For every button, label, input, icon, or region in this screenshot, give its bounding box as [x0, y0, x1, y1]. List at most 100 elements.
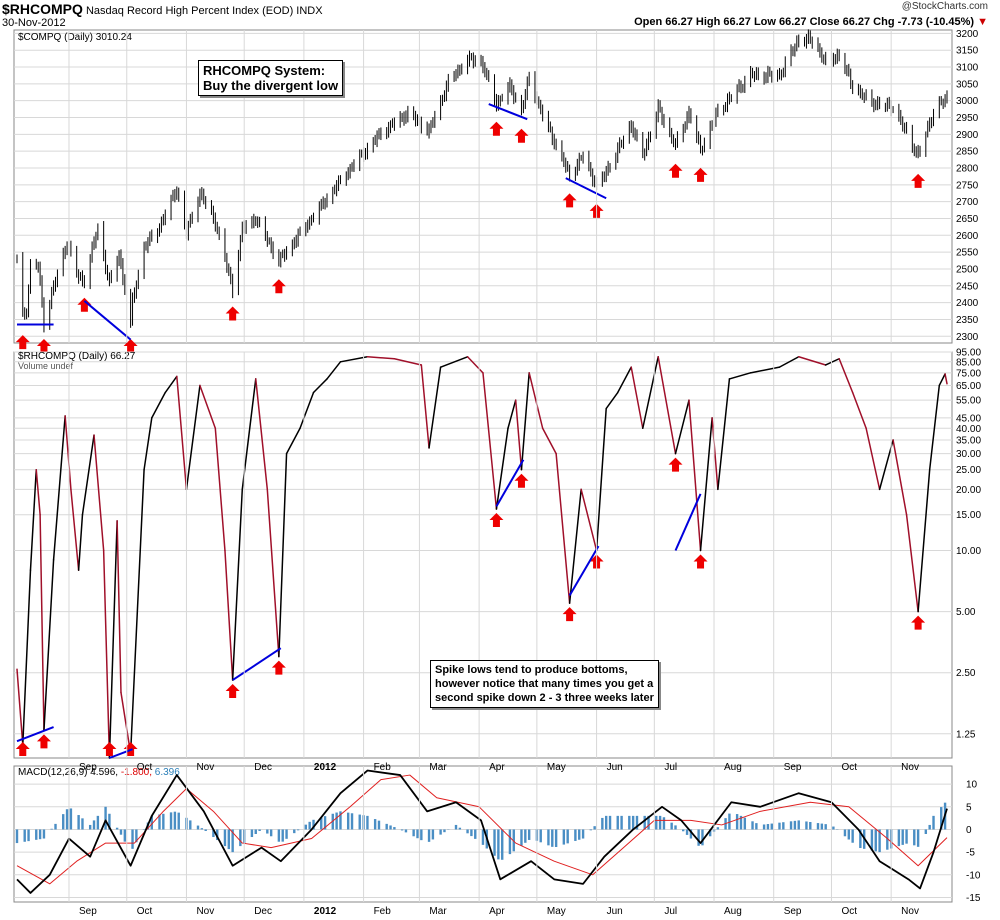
macd-histogram-bar	[216, 829, 219, 841]
y-tick-label: 20.00	[956, 485, 981, 496]
x-tick-label: Apr	[489, 762, 505, 773]
x-tick-label: Nov	[901, 762, 919, 773]
indicator-line-segment	[151, 391, 167, 419]
y-tick-label: 0	[966, 825, 972, 836]
indicator-line-segment	[541, 427, 557, 455]
macd-histogram-bar	[108, 813, 111, 830]
x-tick-label: Sep	[784, 906, 802, 917]
price-series-label: $COMPQ (Daily) 3010.24	[18, 32, 132, 43]
spike-note-line1: Spike lows tend to produce bottoms,	[435, 664, 628, 676]
exchange: INDX	[296, 5, 323, 17]
macd-histogram-bar	[323, 816, 327, 830]
x-tick-label: Oct	[841, 906, 857, 917]
x-tick-label: Nov	[901, 906, 919, 917]
macd-histogram-bar	[173, 811, 177, 830]
x-tick-label: Dec	[254, 906, 272, 917]
indicator-line-segment	[520, 372, 530, 471]
x-tick-label: Oct	[841, 762, 857, 773]
y-tick-label: 2900	[956, 130, 979, 141]
macd-histogram-bar	[254, 829, 257, 834]
macd-histogram-bar	[809, 822, 812, 830]
macd-label-part: 4.596,	[90, 767, 121, 778]
macd-histogram-bar	[427, 829, 431, 842]
spike-note: Spike lows tend to produce bottoms, howe…	[430, 660, 659, 708]
macd-histogram-bar	[581, 829, 585, 839]
indicator-line-segment	[231, 488, 244, 681]
y-tick-label: 55.00	[956, 396, 981, 407]
y-tick-label: 40.00	[956, 424, 981, 435]
macd-histogram-bar	[901, 829, 904, 845]
macd-histogram-bar	[689, 829, 693, 839]
indicator-line-segment	[428, 366, 442, 449]
indicator-line-segment	[326, 361, 342, 380]
y-tick-label: 25.00	[956, 465, 981, 476]
macd-histogram-bar	[847, 829, 851, 840]
macd-histogram-bar	[389, 825, 392, 830]
indicator-line-segment	[778, 356, 800, 368]
macd-histogram-bar	[697, 829, 700, 846]
indicator-line-segment	[29, 468, 38, 571]
indicator-line-segment	[568, 488, 582, 604]
macd-histogram-bar	[162, 813, 165, 830]
y-tick-label: 2950	[956, 113, 979, 124]
macd-histogram-bar	[647, 815, 650, 830]
macd-histogram-bar	[177, 812, 180, 830]
macd-histogram-bar	[589, 829, 592, 831]
macd-histogram-bar	[77, 815, 80, 830]
macd-histogram-bar	[320, 817, 323, 830]
price-signal-arrow	[514, 128, 529, 143]
indicator-line-segment	[865, 427, 881, 491]
macd-histogram-bar	[716, 827, 720, 830]
macd-histogram-bar	[797, 820, 800, 830]
macd-histogram-bar	[123, 829, 127, 842]
macd-histogram-bar	[358, 814, 361, 830]
macd-histogram-bar	[281, 829, 284, 842]
macd-histogram-bar	[905, 829, 908, 844]
macd-histogram-bar	[346, 812, 350, 830]
macd-histogram-bar	[631, 815, 635, 830]
x-tick-label: Sep	[79, 762, 97, 773]
macd-histogram-bar	[520, 829, 523, 846]
macd-histogram-bar	[269, 829, 273, 837]
price-divergence-line	[565, 177, 607, 200]
macd-histogram-bar	[608, 815, 612, 830]
x-tick-label: Nov	[196, 762, 214, 773]
macd-histogram-bar	[578, 829, 581, 840]
x-tick-label: Feb	[374, 762, 392, 773]
indicator-line-segment	[299, 391, 315, 430]
indicator-line-segment	[630, 366, 644, 430]
y-tick-label: 5	[966, 802, 972, 813]
indicator-line-segment	[43, 559, 55, 732]
macd-histogram-bar	[755, 823, 758, 830]
indicator-line-segment	[917, 468, 931, 613]
macd-histogram-bar	[223, 829, 227, 847]
macd-histogram-bar	[793, 820, 797, 830]
x-tick-label: Nov	[196, 906, 214, 917]
indicator-line-segment	[797, 356, 827, 366]
indicator-signal-arrow	[225, 684, 240, 699]
indicator-line-segment	[892, 439, 908, 516]
x-tick-label: 2012	[314, 906, 337, 917]
macd-histogram-bar	[620, 815, 623, 830]
indicator-line-segment	[52, 415, 66, 561]
x-tick-label: Sep	[79, 906, 97, 917]
macd-histogram-bar	[285, 829, 288, 839]
y-tick-label: 85.00	[956, 357, 981, 368]
y-tick-label: 2400	[956, 298, 979, 309]
macd-histogram-bar	[366, 815, 369, 830]
macd-histogram-bar	[682, 829, 685, 832]
macd-histogram-bar	[308, 821, 311, 830]
x-tick-label: Jul	[664, 762, 677, 773]
indicator-signal-arrow	[911, 615, 926, 630]
indicator-line-segment	[528, 372, 544, 430]
macd-histogram-bar	[416, 829, 419, 839]
macd-histogram-bar	[35, 829, 38, 840]
macd-histogram-bar	[735, 814, 739, 830]
macd-histogram-bar	[874, 829, 877, 852]
macd-histogram-bar	[782, 822, 785, 830]
macd-histogram-bar	[189, 820, 192, 830]
indicator-line-segment	[255, 378, 269, 491]
indicator-line-segment	[824, 357, 840, 366]
indicator-line-segment	[555, 452, 571, 604]
indicator-signal-arrow	[668, 457, 683, 472]
